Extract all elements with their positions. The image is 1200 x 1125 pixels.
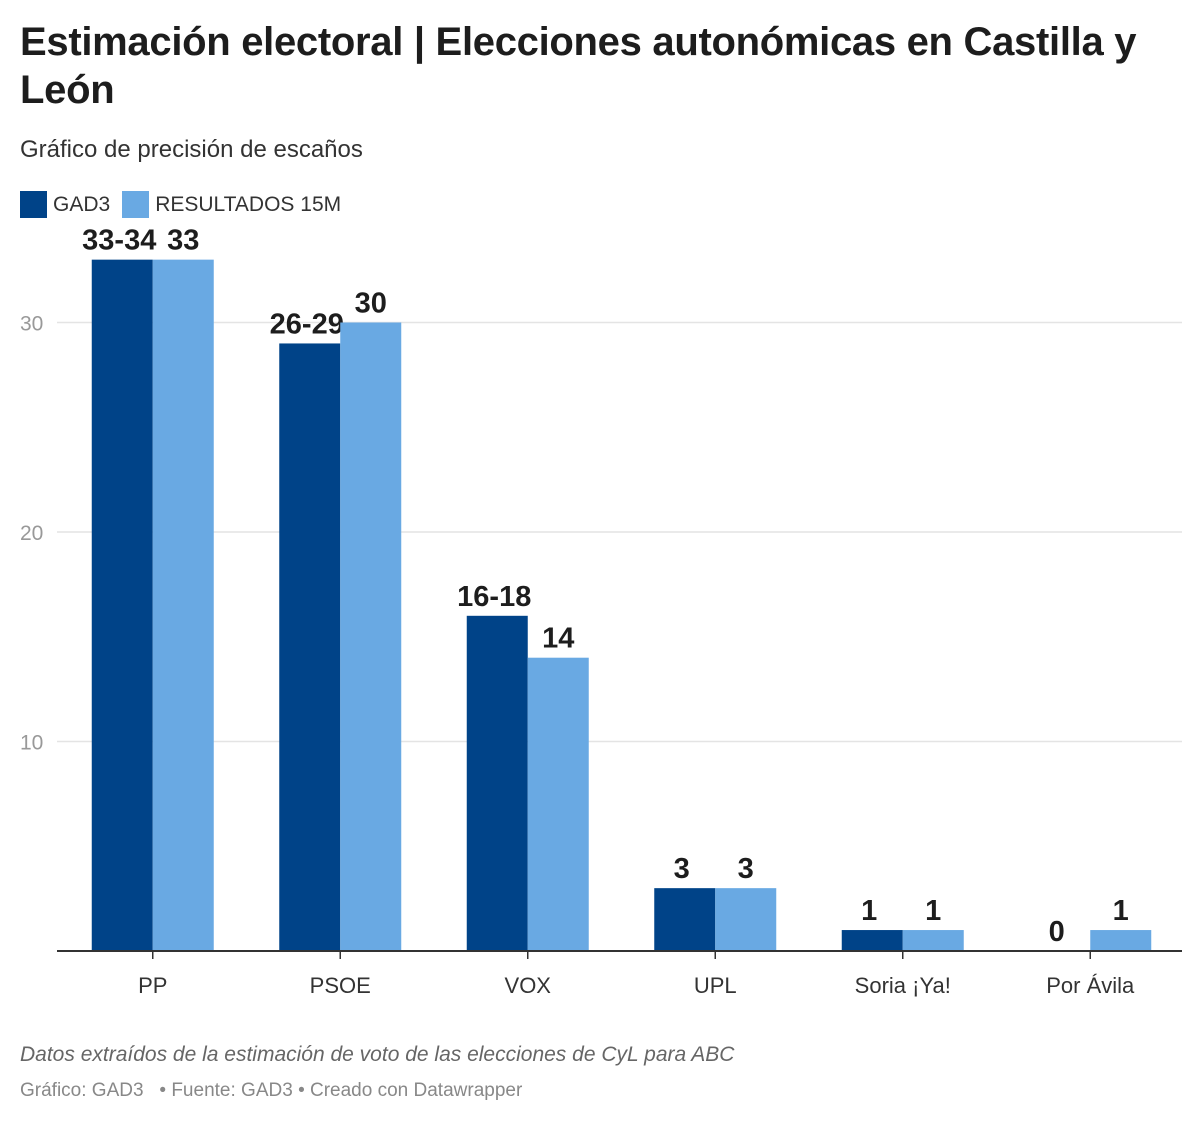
bar-gad3 xyxy=(466,615,528,951)
footer-fuente: Fuente: GAD3 xyxy=(171,1080,293,1101)
y-tick-label: 30 xyxy=(20,313,43,336)
chart-notes: Datos extraídos de la estimación de voto… xyxy=(20,1043,735,1066)
x-tick-label: PSOE xyxy=(310,973,371,998)
chart-subtitle: Gráfico de precisión de escaños xyxy=(20,136,363,163)
bar-gad3 xyxy=(841,930,903,951)
data-label-resultados: 1 xyxy=(1113,895,1129,927)
y-tick-label: 10 xyxy=(20,732,43,755)
legend-swatch-resultados xyxy=(122,191,150,218)
x-tick-label: PP xyxy=(138,973,167,998)
footer-separator: • xyxy=(148,1080,172,1101)
legend-label-gad3: GAD3 xyxy=(53,192,111,216)
chart-footer: Gráfico: GAD3 • Fuente: GAD3 • Creado co… xyxy=(20,1080,522,1102)
legend-item-resultados: RESULTADOS 15M xyxy=(122,191,341,218)
bar-gad3 xyxy=(279,343,341,951)
x-tick-label: Por Ávila xyxy=(1046,973,1135,998)
legend-item-gad3: GAD3 xyxy=(20,191,110,218)
data-label-gad3: 0 xyxy=(1049,916,1065,948)
bar-resultados xyxy=(1090,930,1152,951)
footer-grafico: Gráfico: GAD3 xyxy=(20,1080,144,1101)
data-label-resultados: 30 xyxy=(355,288,387,320)
data-label-gad3: 26-29 xyxy=(270,308,344,340)
legend-swatch-gad3 xyxy=(20,191,47,218)
chart-title: Estimación electoral | Elecciones autonó… xyxy=(20,20,1137,112)
bar-resultados xyxy=(715,888,777,951)
bar-resultados xyxy=(340,322,402,951)
bar-gad3 xyxy=(91,259,153,951)
data-label-resultados: 33 xyxy=(167,225,199,257)
bar-resultados xyxy=(527,657,589,951)
bar-resultados xyxy=(902,930,964,951)
legend-label-resultados: RESULTADOS 15M xyxy=(155,192,342,216)
y-tick-label: 20 xyxy=(20,522,43,545)
bar-resultados xyxy=(152,259,214,951)
data-label-gad3: 1 xyxy=(861,895,877,927)
data-label-gad3: 33-34 xyxy=(82,225,156,257)
footer-separator: • xyxy=(298,1080,310,1101)
data-label-resultados: 14 xyxy=(542,623,574,655)
data-label-resultados: 3 xyxy=(738,853,754,885)
x-tick-label: UPL xyxy=(694,973,737,998)
x-tick-label: Soria ¡Ya! xyxy=(855,973,951,998)
x-tick-label: VOX xyxy=(505,973,552,998)
data-label-gad3: 16-18 xyxy=(457,581,531,613)
data-label-resultados: 1 xyxy=(925,895,941,927)
footer-creado: Creado con Datawrapper xyxy=(310,1080,523,1101)
legend: GAD3 RESULTADOS 15M xyxy=(20,191,353,218)
data-label-gad3: 3 xyxy=(674,853,690,885)
bar-gad3 xyxy=(654,888,716,951)
